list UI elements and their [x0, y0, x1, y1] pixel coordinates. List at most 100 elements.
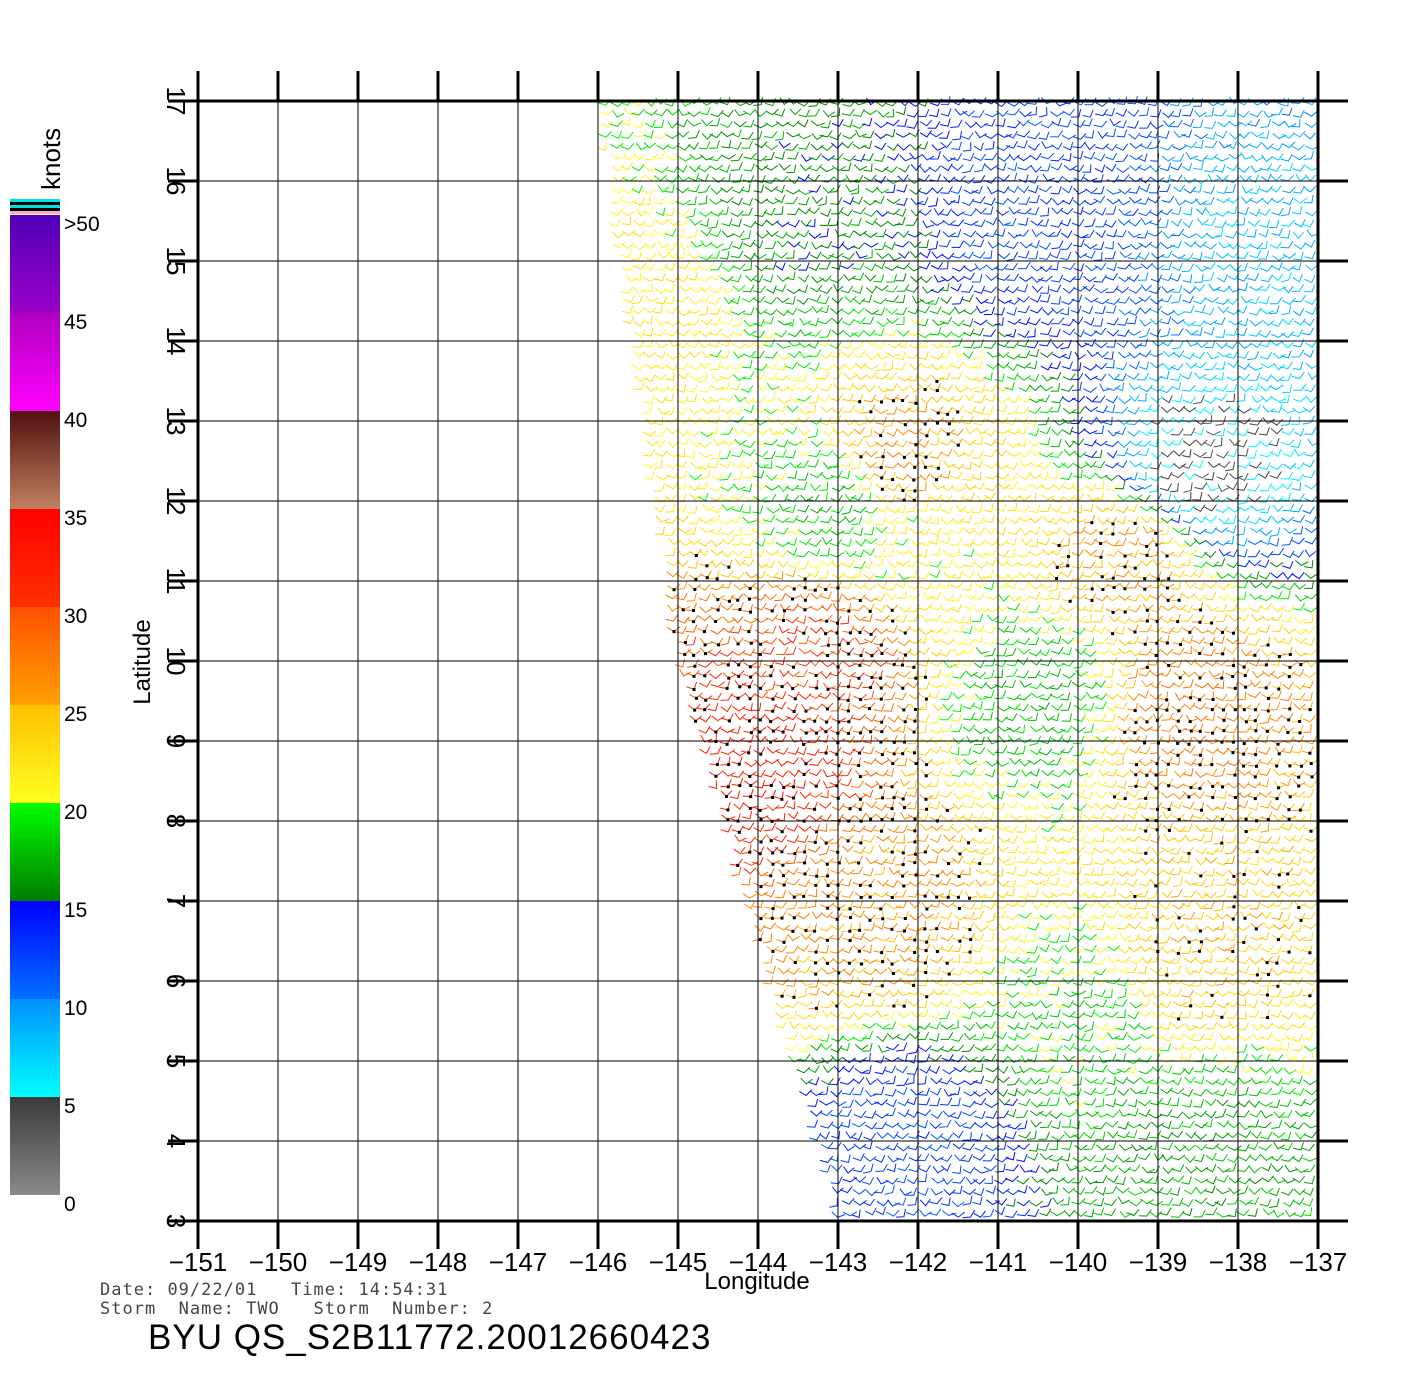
- wind-vector: [653, 131, 668, 139]
- wind-vector: [1050, 438, 1062, 448]
- wind-vector: [1204, 140, 1218, 149]
- wind-vector: [961, 251, 974, 260]
- wind-vector: [918, 339, 929, 348]
- rain-flag-dot: [1231, 675, 1235, 678]
- rain-flag-dot: [914, 676, 918, 680]
- wind-vector: [1128, 858, 1144, 864]
- wind-vector: [963, 800, 975, 809]
- wind-vector: [1093, 185, 1105, 195]
- wind-vector: [1006, 900, 1020, 908]
- wind-vector: [1084, 672, 1099, 679]
- wind-vector: [1270, 142, 1284, 151]
- wind-vector: [654, 350, 667, 359]
- rain-flag-dot: [1222, 729, 1226, 733]
- wind-vector: [953, 562, 967, 569]
- wind-vector: [787, 207, 800, 216]
- wind-vector: [686, 393, 698, 403]
- wind-vector: [1051, 646, 1064, 655]
- wind-vector: [962, 318, 974, 327]
- wind-vector: [964, 593, 978, 600]
- wind-vector: [1060, 306, 1070, 316]
- wind-vector: [1129, 485, 1144, 492]
- wind-vector: [1183, 207, 1193, 216]
- rain-flag-dot: [913, 840, 917, 844]
- wind-vector: [938, 529, 954, 536]
- wind-vector: [1183, 427, 1196, 436]
- wind-vector: [731, 493, 745, 501]
- rain-flag-dot: [1277, 786, 1281, 790]
- wind-vector: [732, 230, 745, 238]
- wind-vector: [850, 438, 863, 447]
- wind-vector: [853, 427, 866, 435]
- wind-vector: [1117, 441, 1131, 448]
- wind-vector: [1105, 749, 1119, 756]
- wind-vector: [884, 462, 900, 469]
- rain-flag-dot: [859, 455, 863, 459]
- rain-flag-dot: [1167, 807, 1171, 811]
- wind-vector: [1005, 879, 1017, 888]
- wind-vector: [731, 866, 742, 877]
- wind-vector: [777, 320, 793, 326]
- rain-flag-dot: [869, 817, 873, 821]
- wind-vector: [974, 162, 986, 173]
- wind-vector: [1225, 582, 1240, 589]
- wind-vector: [1074, 615, 1087, 623]
- rain-flag-dot: [792, 796, 796, 800]
- rain-flag-dot: [1286, 731, 1290, 734]
- wind-vector: [1128, 802, 1142, 810]
- wind-vector: [844, 550, 857, 558]
- wind-vector: [786, 846, 800, 855]
- wind-vector: [1093, 195, 1106, 204]
- wind-vector: [731, 129, 742, 138]
- wind-vector: [1249, 593, 1263, 601]
- wind-vector: [1248, 560, 1262, 567]
- wind-vector: [1258, 624, 1271, 633]
- wind-vector: [798, 274, 810, 283]
- wind-vector: [753, 318, 765, 327]
- wind-vector: [841, 219, 853, 227]
- wind-vector: [983, 429, 997, 437]
- wind-vector: [863, 526, 875, 536]
- wind-vector: [1269, 185, 1282, 193]
- wind-vector: [1159, 668, 1172, 677]
- wind-vector: [1258, 746, 1271, 755]
- rain-flag-dot: [1231, 740, 1235, 744]
- wind-vector: [1216, 712, 1228, 722]
- wind-vector: [719, 374, 734, 380]
- wind-vector: [965, 426, 977, 435]
- wind-vector: [906, 351, 920, 360]
- wind-vector: [632, 272, 642, 282]
- wind-vector: [784, 450, 797, 459]
- rain-flag-dot: [1123, 610, 1127, 614]
- wind-vector: [984, 164, 998, 171]
- wind-vector: [1249, 901, 1261, 910]
- wind-vector: [1061, 625, 1072, 635]
- wind-vector: [895, 440, 908, 448]
- wind-vector: [987, 791, 999, 800]
- wind-vector: [732, 705, 746, 712]
- wind-vector: [774, 374, 789, 381]
- wind-vector: [1182, 320, 1196, 327]
- wind-vector: [1160, 406, 1174, 414]
- wind-vector: [1106, 483, 1120, 492]
- rain-flag-dot: [748, 774, 752, 778]
- wind-vector: [1193, 504, 1206, 513]
- wind-vector: [742, 284, 755, 293]
- wind-vector: [1270, 197, 1285, 204]
- rain-flag-dot: [738, 685, 742, 689]
- wind-vector: [1171, 381, 1182, 391]
- wind-vector: [950, 394, 964, 402]
- wind-vector: [1173, 826, 1186, 833]
- wind-vector: [1116, 174, 1130, 182]
- wind-vector: [873, 637, 886, 646]
- wind-vector: [1071, 164, 1085, 173]
- wind-vector: [961, 164, 974, 174]
- wind-vector: [874, 221, 888, 228]
- wind-vector: [1217, 274, 1228, 283]
- wind-vector: [1170, 625, 1184, 633]
- wind-vector: [996, 110, 1009, 117]
- wind-vector: [887, 342, 902, 349]
- wind-vector: [799, 317, 812, 326]
- rain-flag-dot: [759, 817, 763, 821]
- wind-vector: [1126, 315, 1138, 325]
